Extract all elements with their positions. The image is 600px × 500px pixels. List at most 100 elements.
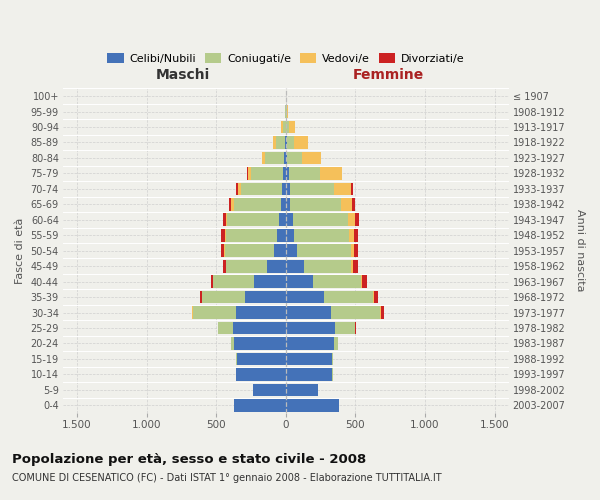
- Bar: [286, 105, 287, 118]
- Text: Maschi: Maschi: [156, 68, 211, 82]
- Bar: [290, 198, 341, 210]
- Bar: [342, 167, 343, 179]
- Bar: [233, 322, 286, 334]
- Bar: [254, 276, 286, 288]
- Bar: [247, 167, 248, 179]
- Bar: [231, 198, 233, 210]
- Bar: [354, 244, 358, 257]
- Bar: [286, 290, 323, 304]
- Bar: [281, 198, 286, 210]
- Bar: [286, 337, 334, 350]
- Bar: [221, 229, 224, 241]
- Bar: [224, 244, 225, 257]
- Bar: [224, 229, 226, 241]
- Bar: [381, 306, 383, 319]
- Bar: [262, 152, 265, 164]
- Bar: [226, 229, 277, 241]
- Bar: [313, 276, 361, 288]
- Bar: [285, 105, 286, 118]
- Bar: [290, 182, 334, 195]
- Bar: [221, 244, 224, 257]
- Bar: [361, 276, 362, 288]
- Bar: [286, 214, 293, 226]
- Bar: [286, 260, 304, 272]
- Bar: [332, 352, 333, 366]
- Bar: [287, 105, 288, 118]
- Bar: [233, 399, 286, 411]
- Bar: [227, 214, 279, 226]
- Bar: [373, 290, 374, 304]
- Bar: [355, 322, 356, 334]
- Bar: [286, 244, 297, 257]
- Bar: [286, 136, 287, 149]
- Bar: [287, 152, 302, 164]
- Bar: [286, 322, 335, 334]
- Bar: [214, 276, 254, 288]
- Bar: [226, 214, 227, 226]
- Bar: [341, 198, 352, 210]
- Bar: [286, 352, 332, 366]
- Text: Femmine: Femmine: [353, 68, 424, 82]
- Bar: [274, 244, 286, 257]
- Bar: [233, 337, 286, 350]
- Bar: [236, 306, 286, 319]
- Bar: [276, 136, 285, 149]
- Bar: [286, 368, 332, 380]
- Bar: [233, 198, 281, 210]
- Bar: [283, 167, 286, 179]
- Bar: [248, 167, 251, 179]
- Bar: [223, 214, 226, 226]
- Bar: [281, 182, 286, 195]
- Bar: [267, 260, 286, 272]
- Bar: [351, 260, 353, 272]
- Bar: [230, 337, 233, 350]
- Bar: [281, 120, 283, 134]
- Bar: [200, 290, 202, 304]
- Bar: [211, 276, 213, 288]
- Bar: [335, 322, 355, 334]
- Bar: [286, 198, 290, 210]
- Text: COMUNE DI CESENATICO (FC) - Dati ISTAT 1° gennaio 2008 - Elaborazione TUTTITALIA: COMUNE DI CESENATICO (FC) - Dati ISTAT 1…: [12, 473, 442, 483]
- Bar: [353, 260, 358, 272]
- Bar: [229, 198, 231, 210]
- Bar: [286, 399, 339, 411]
- Bar: [286, 152, 287, 164]
- Bar: [304, 260, 351, 272]
- Bar: [265, 152, 284, 164]
- Bar: [286, 182, 290, 195]
- Bar: [297, 244, 351, 257]
- Legend: Celibi/Nubili, Coniugati/e, Vedovi/e, Divorziati/e: Celibi/Nubili, Coniugati/e, Vedovi/e, Di…: [103, 48, 469, 68]
- Bar: [323, 290, 373, 304]
- Y-axis label: Fasce di età: Fasce di età: [15, 218, 25, 284]
- Bar: [334, 337, 338, 350]
- Bar: [225, 244, 274, 257]
- Bar: [352, 198, 355, 210]
- Bar: [287, 136, 294, 149]
- Bar: [245, 290, 286, 304]
- Bar: [362, 276, 367, 288]
- Bar: [348, 214, 355, 226]
- Bar: [286, 306, 331, 319]
- Bar: [237, 352, 286, 366]
- Bar: [302, 152, 320, 164]
- Bar: [273, 136, 276, 149]
- Bar: [286, 120, 289, 134]
- Bar: [351, 182, 353, 195]
- Bar: [295, 229, 349, 241]
- Bar: [289, 167, 320, 179]
- Bar: [294, 136, 308, 149]
- Bar: [286, 167, 289, 179]
- Bar: [193, 306, 236, 319]
- Bar: [351, 244, 354, 257]
- Bar: [241, 182, 281, 195]
- Bar: [238, 182, 241, 195]
- Bar: [284, 152, 286, 164]
- Bar: [334, 182, 351, 195]
- Bar: [253, 384, 286, 396]
- Bar: [293, 214, 348, 226]
- Bar: [251, 167, 283, 179]
- Bar: [354, 229, 358, 241]
- Bar: [202, 290, 245, 304]
- Bar: [374, 290, 378, 304]
- Bar: [349, 229, 354, 241]
